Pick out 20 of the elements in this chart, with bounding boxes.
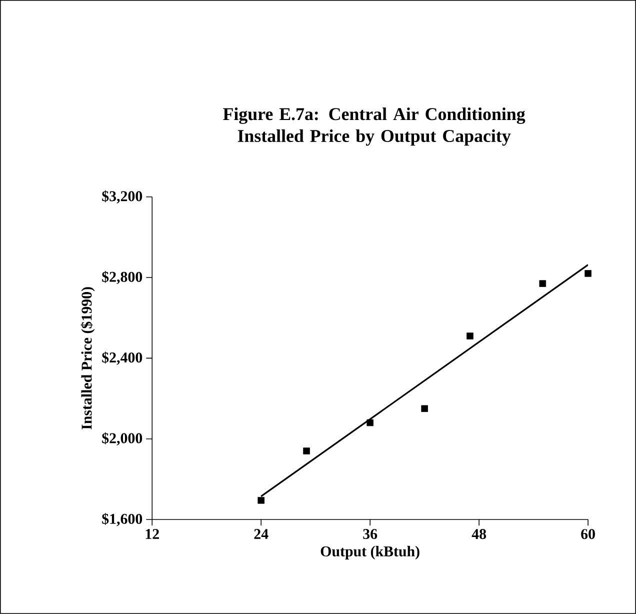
- x-tick-label: 12: [146, 529, 159, 539]
- x-tick-label: 24: [254, 529, 268, 539]
- y-tick-label: $2,000: [102, 432, 142, 446]
- point: [366, 419, 374, 426]
- y-tick-label: $2,800: [102, 271, 142, 284]
- chart-title: Figure E.7a: Central Air Conditioning Installed Price by Output Capacity: [223, 108, 526, 146]
- y-tick-label: $3,200: [102, 190, 142, 204]
- point: [584, 270, 592, 277]
- point: [258, 497, 264, 504]
- point: [466, 332, 474, 340]
- point: [421, 405, 428, 412]
- y-tick-label: $2,400: [102, 352, 142, 365]
- x-tick-label: 36: [363, 529, 378, 540]
- y-tick-label: $1,600: [102, 513, 142, 526]
- x-axis-title: Output (kBtuh): [320, 546, 420, 560]
- x-tick-label: 60: [581, 529, 595, 540]
- y-axis-title: Installed Price ($1990): [80, 287, 95, 430]
- x-tick-label: 48: [472, 529, 486, 540]
- point: [303, 448, 310, 454]
- point: [539, 280, 546, 287]
